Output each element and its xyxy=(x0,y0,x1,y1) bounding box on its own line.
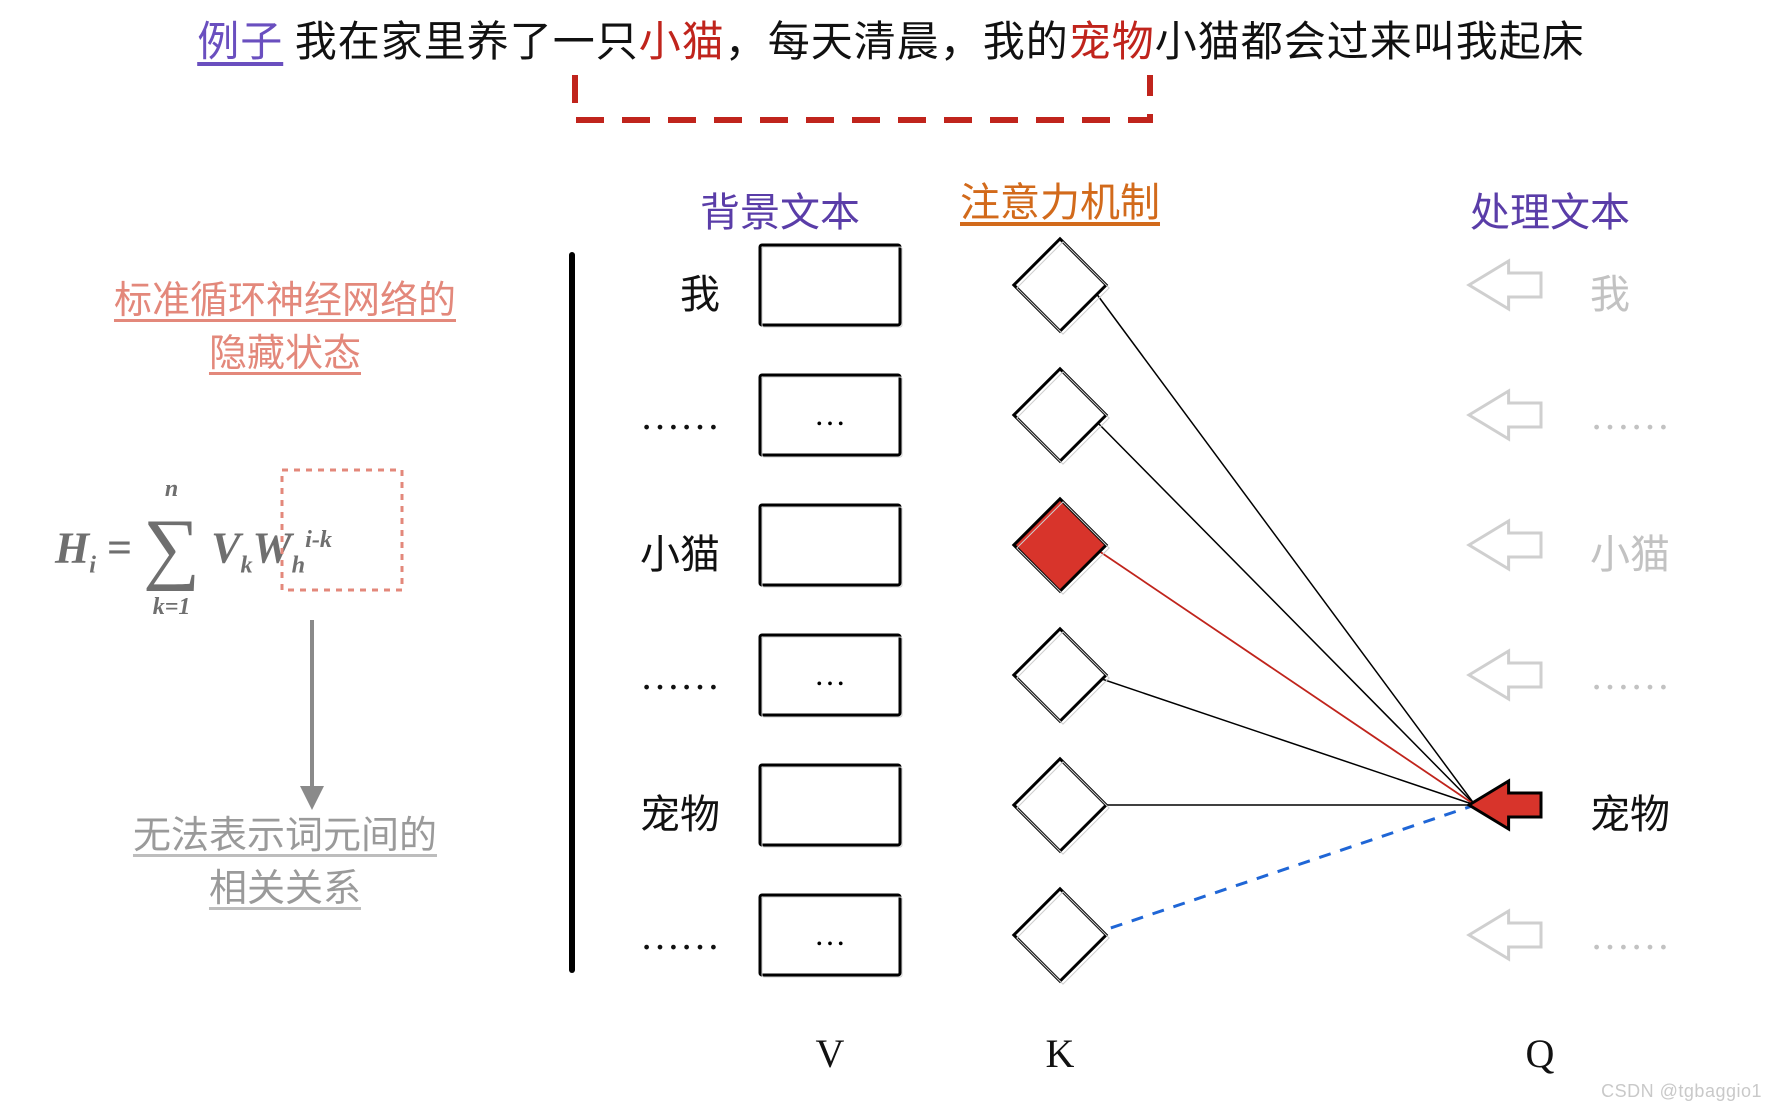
svg-text:…: … xyxy=(814,656,846,692)
token-label-0: 我 xyxy=(580,262,720,320)
token-label-2: 小猫 xyxy=(580,522,720,580)
q-label-3: …… xyxy=(1590,652,1750,699)
example-label: 例子 xyxy=(197,20,283,66)
header-attention: 注意力机制 xyxy=(960,170,1160,228)
header-processing: 处理文本 xyxy=(1470,180,1630,238)
rnn-conclusion-l1: 无法表示词元间的 xyxy=(133,815,437,857)
header-context: 背景文本 xyxy=(700,180,860,238)
example-sentence: 例子 我在家里养了一只小猫，每天清晨，我的宠物小猫都会过来叫我起床 xyxy=(0,8,1782,69)
rnn-title: 标准循环神经网络的 隐藏状态 xyxy=(75,275,495,381)
example-text-pre: 我在家里养了一只 xyxy=(295,20,639,66)
axis-k: K xyxy=(1030,1030,1090,1077)
watermark: CSDN @tgbaggio1 xyxy=(1601,1081,1762,1102)
rnn-formula: Hi = n ∑ k=1 VkWhi-k xyxy=(55,480,332,625)
token-label-3: …… xyxy=(580,652,720,699)
example-hl1: 小猫 xyxy=(639,20,725,66)
axis-q: Q xyxy=(1510,1030,1570,1077)
example-text-post: 小猫都会过来叫我起床 xyxy=(1155,20,1585,66)
token-label-1: …… xyxy=(580,392,720,439)
sigma-symbol: ∑ xyxy=(143,503,200,594)
q-label-0: 我 xyxy=(1590,262,1750,320)
axis-v: V xyxy=(800,1030,860,1077)
example-hl2: 宠物 xyxy=(1069,20,1155,66)
rnn-title-l1: 标准循环神经网络的 xyxy=(114,280,456,322)
rnn-conclusion-l2: 相关关系 xyxy=(209,868,361,910)
example-text-mid: ，每天清晨，我的 xyxy=(725,20,1069,66)
svg-text:…: … xyxy=(814,396,846,432)
q-label-2: 小猫 xyxy=(1590,522,1750,580)
rnn-title-l2: 隐藏状态 xyxy=(209,333,361,375)
svg-text:…: … xyxy=(814,916,846,952)
q-label-4: 宠物 xyxy=(1590,782,1750,840)
rnn-conclusion: 无法表示词元间的 相关关系 xyxy=(75,810,495,916)
token-label-4: 宠物 xyxy=(580,782,720,840)
q-label-1: …… xyxy=(1590,392,1750,439)
q-label-5: …… xyxy=(1590,912,1750,959)
token-label-5: …… xyxy=(580,912,720,959)
